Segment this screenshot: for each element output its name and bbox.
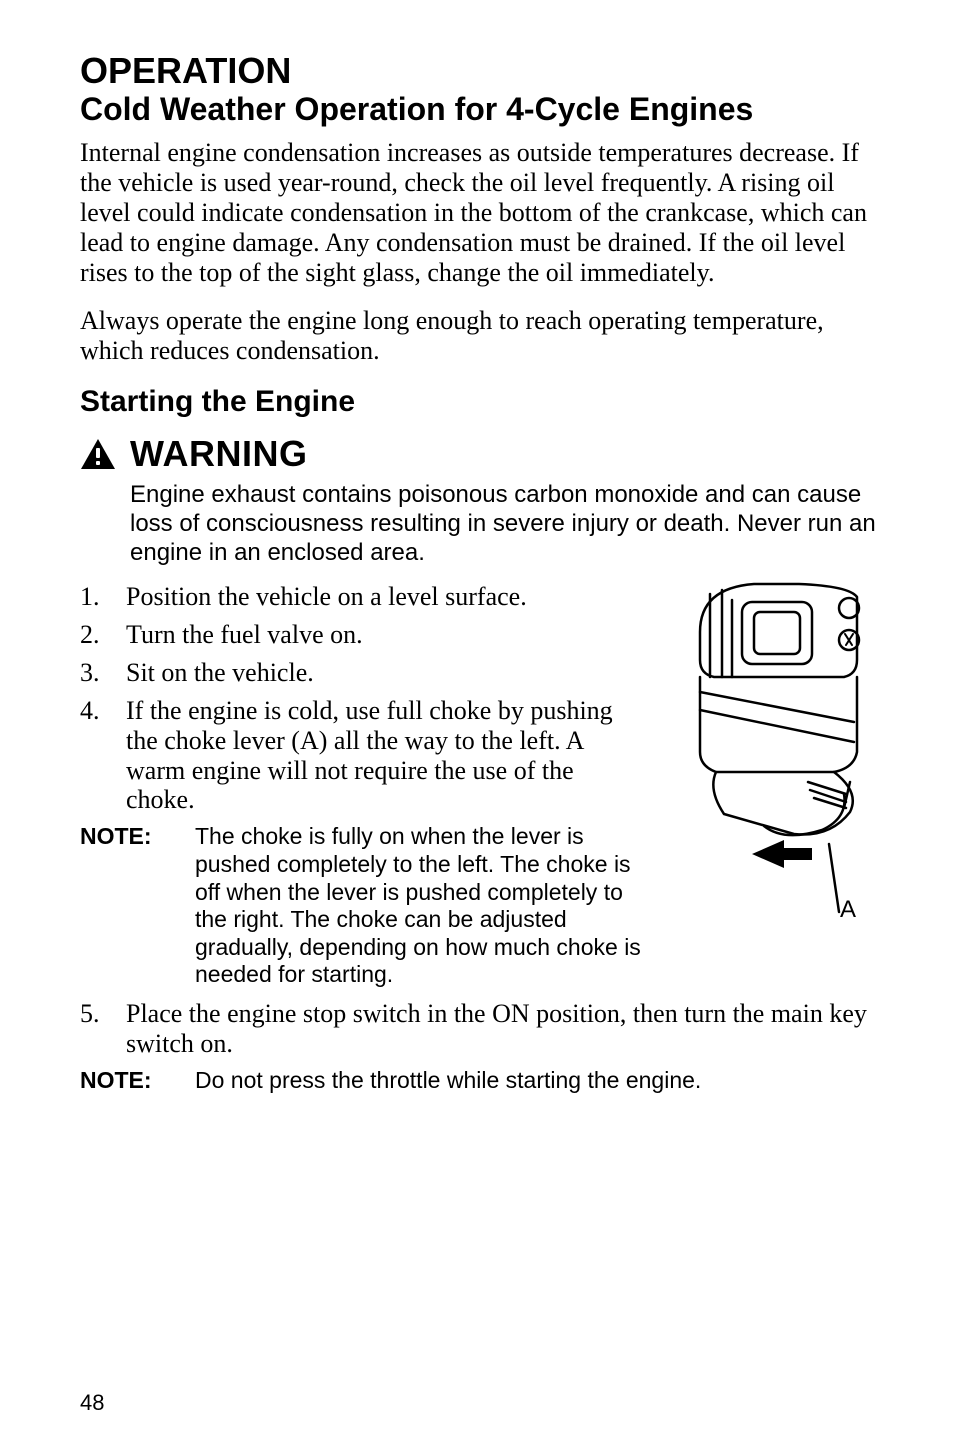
step-number: 4. — [80, 696, 126, 816]
step-text: Place the engine stop switch in the ON p… — [126, 999, 884, 1059]
warning-heading: WARNING — [80, 433, 884, 475]
step-text: If the engine is cold, use full choke by… — [126, 696, 644, 816]
warning-label: WARNING — [130, 433, 308, 475]
note-2: NOTE: Do not press the throttle while st… — [80, 1067, 884, 1095]
page: OPERATION Cold Weather Operation for 4-C… — [0, 0, 954, 1454]
note-label: NOTE: — [80, 1067, 195, 1095]
step-5: 5. Place the engine stop switch in the O… — [80, 999, 884, 1059]
subheading: Starting the Engine — [80, 385, 884, 419]
warning-body: Engine exhaust contains poisonous carbon… — [130, 481, 884, 567]
warning-triangle-icon — [80, 438, 116, 470]
diagram-label-a: A — [840, 896, 856, 924]
intro-paragraph-1: Internal engine condensation increases a… — [80, 138, 884, 287]
note-body: Do not press the throttle while starting… — [195, 1067, 884, 1095]
main-heading: OPERATION Cold Weather Operation for 4-C… — [80, 50, 884, 128]
steps-and-diagram: A 1. Position the vehicle on a level sur… — [80, 582, 884, 989]
intro-paragraph-2: Always operate the engine long enough to… — [80, 306, 884, 366]
choke-diagram: A — [654, 582, 884, 922]
heading-line1: OPERATION — [80, 50, 884, 91]
step-text: Sit on the vehicle. — [126, 658, 644, 688]
step-number: 1. — [80, 582, 126, 612]
step-text: Position the vehicle on a level surface. — [126, 582, 644, 612]
note-label: NOTE: — [80, 823, 195, 989]
step-number: 5. — [80, 999, 126, 1059]
note-body: The choke is fully on when the lever is … — [195, 823, 644, 989]
page-number: 48 — [80, 1390, 104, 1416]
step-text: Turn the fuel valve on. — [126, 620, 644, 650]
step-number: 3. — [80, 658, 126, 688]
step-number: 2. — [80, 620, 126, 650]
heading-line2: Cold Weather Operation for 4-Cycle Engin… — [80, 91, 884, 128]
